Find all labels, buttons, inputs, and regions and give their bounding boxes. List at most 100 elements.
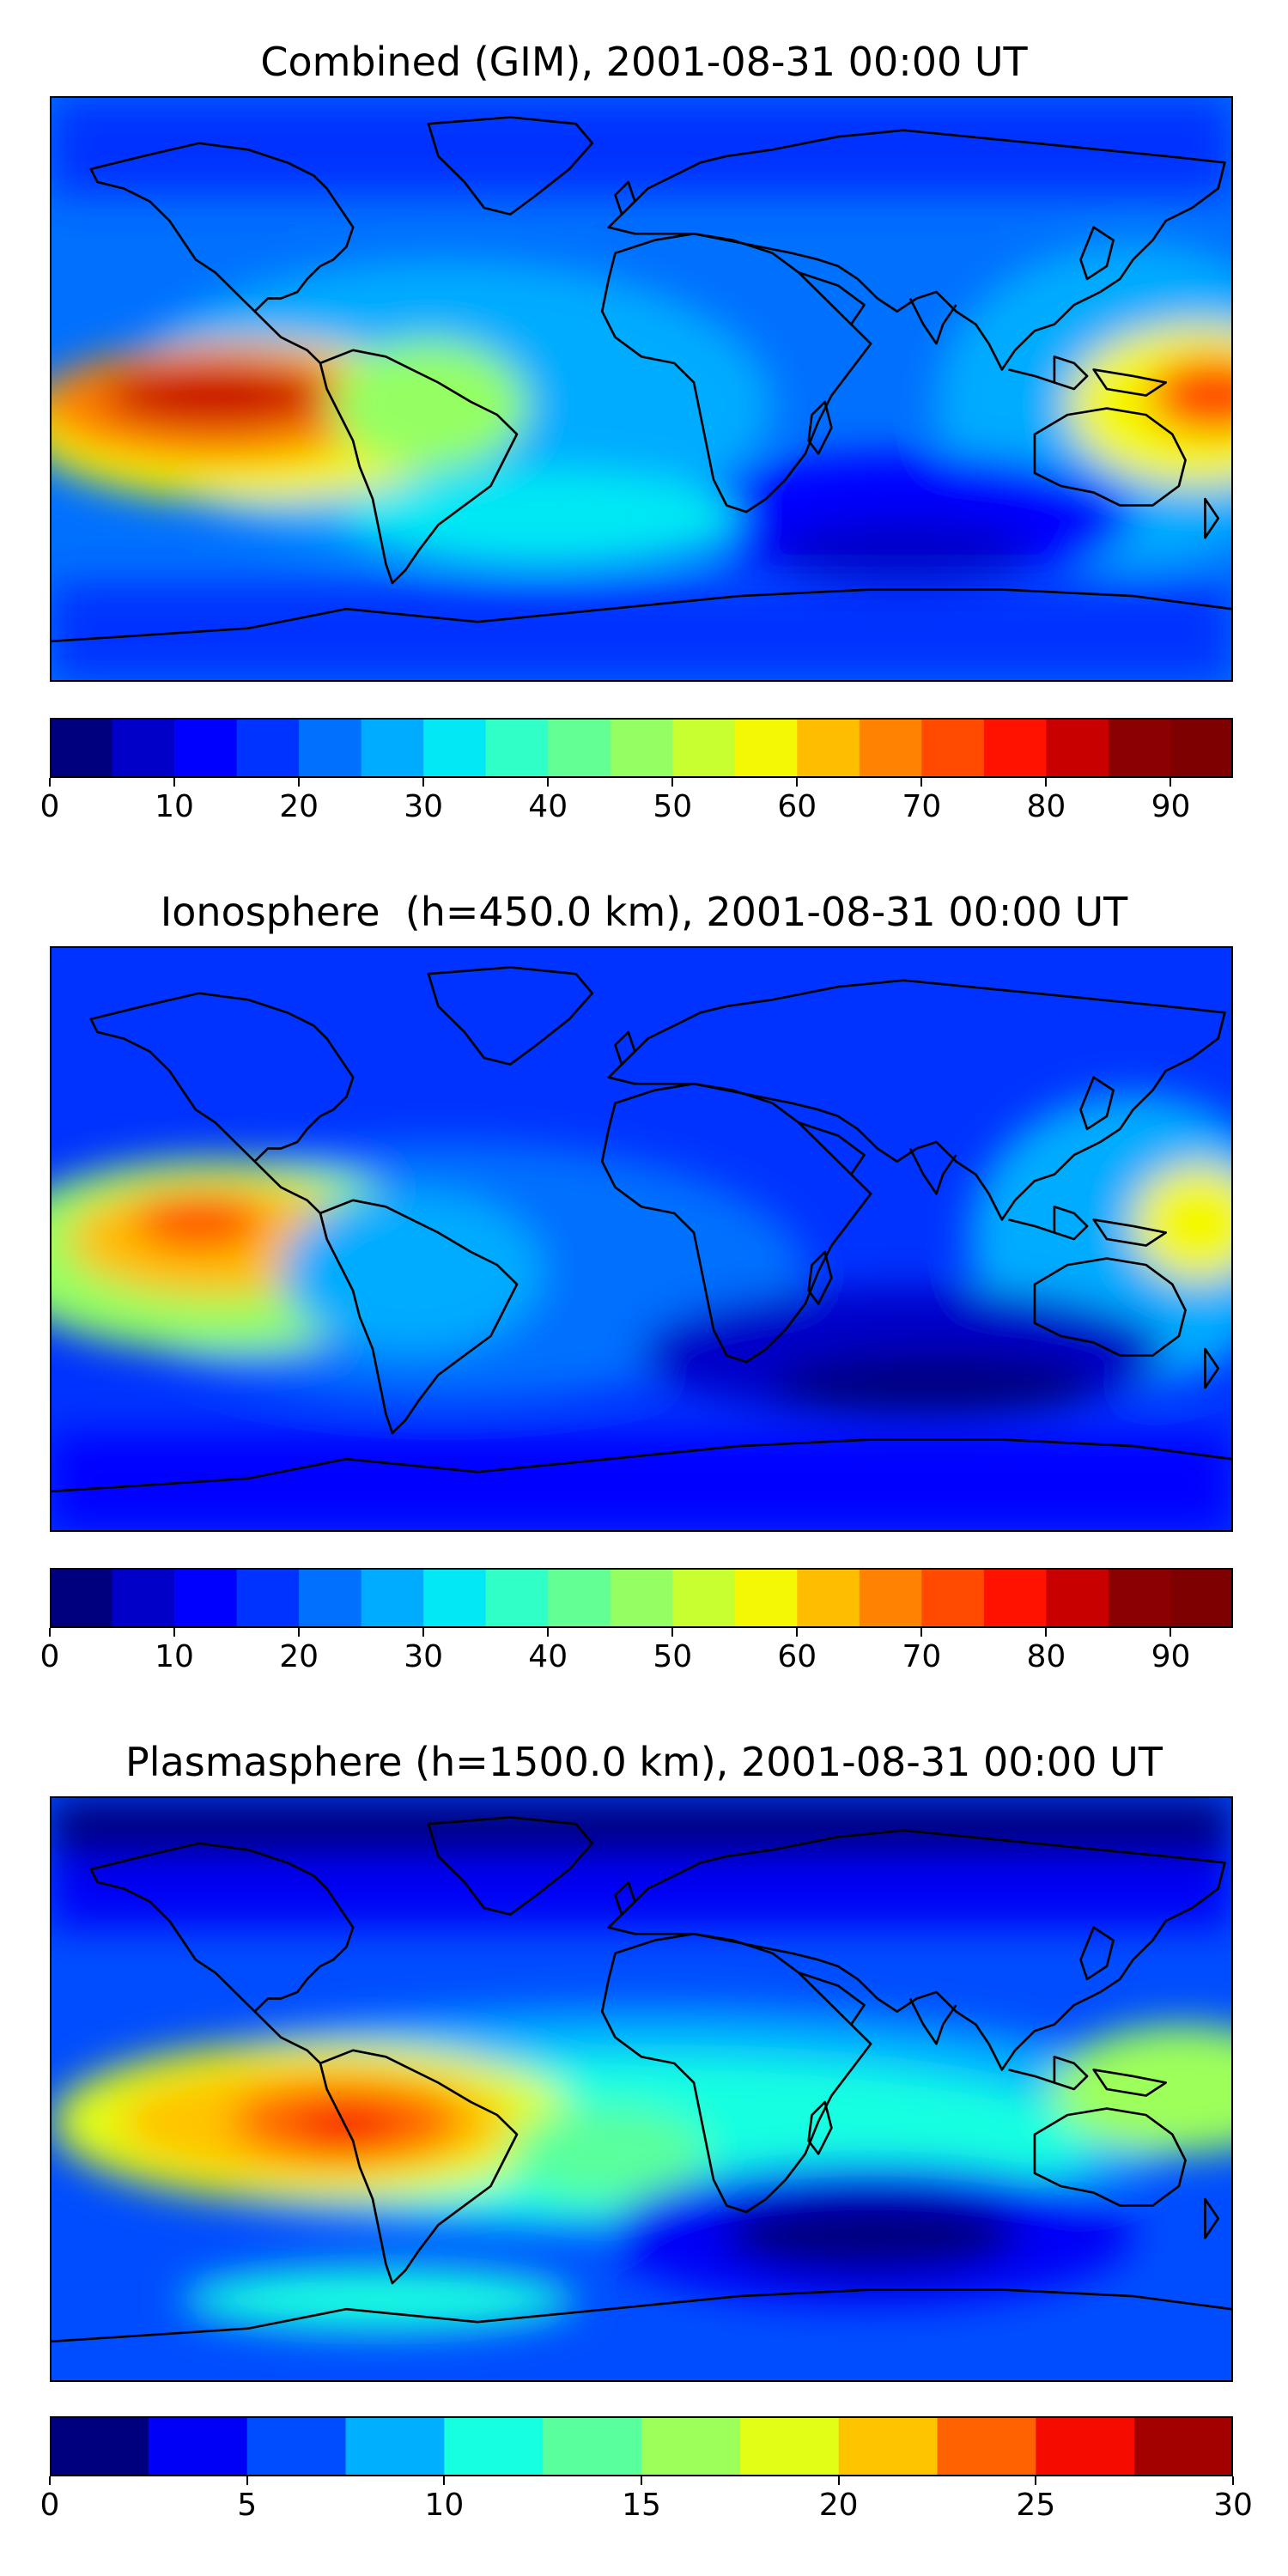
colorbar-ionosphere bbox=[50, 1568, 1233, 1628]
tick-label: 0 bbox=[39, 2488, 60, 2523]
colorbar-combined bbox=[50, 718, 1233, 778]
colorbar-bin bbox=[112, 1568, 175, 1628]
tick-label: 70 bbox=[902, 789, 942, 824]
colorbar-bin bbox=[423, 718, 487, 778]
colorbar-bin bbox=[734, 718, 798, 778]
colorbar-bin bbox=[548, 718, 611, 778]
tick-mark bbox=[49, 778, 51, 787]
tick-mark bbox=[173, 778, 176, 787]
tick-mark bbox=[547, 1628, 550, 1637]
colorbar-ticks-plasmasphere: 0 5 10 15 20 25 30 bbox=[40, 2476, 1253, 2528]
tick-mark bbox=[1170, 1628, 1172, 1637]
tick-mark bbox=[298, 1628, 301, 1637]
tick-label: 50 bbox=[653, 789, 693, 824]
colorbar-bin bbox=[1134, 2416, 1233, 2476]
colorbar-bin bbox=[921, 718, 985, 778]
panel-title-plasmasphere: Plasmasphere (h=1500.0 km), 2001-08-31 0… bbox=[125, 1739, 1163, 1785]
colorbar-bin bbox=[610, 1568, 673, 1628]
colorbar-bin bbox=[983, 718, 1048, 778]
colorbar-bin bbox=[236, 1568, 300, 1628]
colorbar-bin bbox=[734, 1568, 798, 1628]
colorbar-ticks-ionosphere: 0 10 20 30 40 50 60 70 80 90 bbox=[40, 1628, 1233, 1680]
colorbar-bin bbox=[610, 718, 673, 778]
colorbar-bin bbox=[921, 1568, 985, 1628]
colorbar-bin bbox=[1170, 718, 1233, 778]
tick-label: 30 bbox=[404, 1639, 444, 1674]
tick-label: 0 bbox=[39, 1639, 60, 1674]
colorbar-bin bbox=[361, 1568, 424, 1628]
colorbar-bin bbox=[50, 2416, 149, 2476]
tick-label: 25 bbox=[1016, 2488, 1056, 2523]
tick-mark bbox=[246, 2476, 248, 2485]
tick-mark bbox=[1045, 778, 1048, 787]
colorbar-bin bbox=[50, 718, 113, 778]
colorbar-bin bbox=[859, 1568, 922, 1628]
tick-label: 80 bbox=[1026, 1639, 1066, 1674]
tick-mark bbox=[49, 2476, 51, 2485]
tick-mark bbox=[443, 2476, 446, 2485]
tick-label: 90 bbox=[1151, 789, 1191, 824]
colorbar-bin bbox=[112, 718, 175, 778]
tick-mark bbox=[547, 778, 550, 787]
colorbar-bin bbox=[361, 718, 424, 778]
tick-mark bbox=[920, 778, 923, 787]
tick-mark bbox=[671, 1628, 674, 1637]
tick-label: 60 bbox=[777, 1639, 817, 1674]
colorbar-bin bbox=[641, 2416, 741, 2476]
colorbar-bin bbox=[983, 1568, 1048, 1628]
tick-mark bbox=[1232, 2476, 1234, 2485]
panel-title-ionosphere: Ionosphere (h=450.0 km), 2001-08-31 00:0… bbox=[160, 889, 1128, 935]
tick-label: 10 bbox=[424, 2488, 465, 2523]
map-ionosphere bbox=[50, 946, 1233, 1532]
colorbar-frame bbox=[50, 1568, 1233, 1628]
colorbar-bin bbox=[423, 1568, 487, 1628]
tick-mark bbox=[422, 1628, 425, 1637]
colorbar-bin bbox=[485, 1568, 549, 1628]
tick-label: 20 bbox=[279, 1639, 319, 1674]
tick-label: 50 bbox=[653, 1639, 693, 1674]
tick-mark bbox=[298, 778, 301, 787]
colorbar-bin bbox=[672, 718, 736, 778]
colorbar-bin bbox=[937, 2416, 1036, 2476]
tick-label: 20 bbox=[279, 789, 319, 824]
colorbar-bin bbox=[148, 2416, 248, 2476]
tick-mark bbox=[796, 778, 799, 787]
colorbar-bin bbox=[838, 2416, 939, 2476]
tick-mark bbox=[1170, 778, 1172, 787]
tick-label: 60 bbox=[777, 789, 817, 824]
tick-mark bbox=[837, 2476, 840, 2485]
tick-label: 5 bbox=[237, 2488, 258, 2523]
colorbar-bin bbox=[485, 718, 549, 778]
colorbar-bin bbox=[174, 1568, 238, 1628]
tick-mark bbox=[1035, 2476, 1037, 2485]
colorbar-bin bbox=[1036, 2416, 1135, 2476]
colorbar-bin bbox=[174, 718, 238, 778]
tick-mark bbox=[796, 1628, 799, 1637]
tick-mark bbox=[641, 2476, 642, 2485]
colorbar-bin bbox=[246, 2416, 347, 2476]
colorbar-bin bbox=[797, 718, 860, 778]
tick-label: 40 bbox=[528, 789, 568, 824]
tick-label: 80 bbox=[1026, 789, 1066, 824]
tick-label: 20 bbox=[818, 2488, 859, 2523]
colorbar-bin bbox=[1108, 1568, 1172, 1628]
colorbar-bin bbox=[1046, 1568, 1109, 1628]
colorbar-bin bbox=[50, 1568, 113, 1628]
colorbar-frame bbox=[50, 718, 1233, 778]
map-plasmasphere bbox=[50, 1796, 1233, 2382]
tick-label: 40 bbox=[528, 1639, 568, 1674]
tick-label: 90 bbox=[1151, 1639, 1191, 1674]
colorbar-bin bbox=[345, 2416, 445, 2476]
colorbar-bin bbox=[299, 718, 362, 778]
tick-label: 15 bbox=[622, 2488, 661, 2523]
tick-label: 0 bbox=[39, 789, 60, 824]
colorbar-bin bbox=[1108, 718, 1172, 778]
map-combined bbox=[50, 96, 1233, 682]
colorbar-bin bbox=[859, 718, 922, 778]
tick-mark bbox=[49, 1628, 51, 1637]
tick-mark bbox=[422, 778, 425, 787]
tick-label: 30 bbox=[404, 789, 444, 824]
colorbar-bin bbox=[299, 1568, 362, 1628]
colorbar-plasmasphere bbox=[50, 2416, 1233, 2476]
colorbar-bin bbox=[1170, 1568, 1233, 1628]
